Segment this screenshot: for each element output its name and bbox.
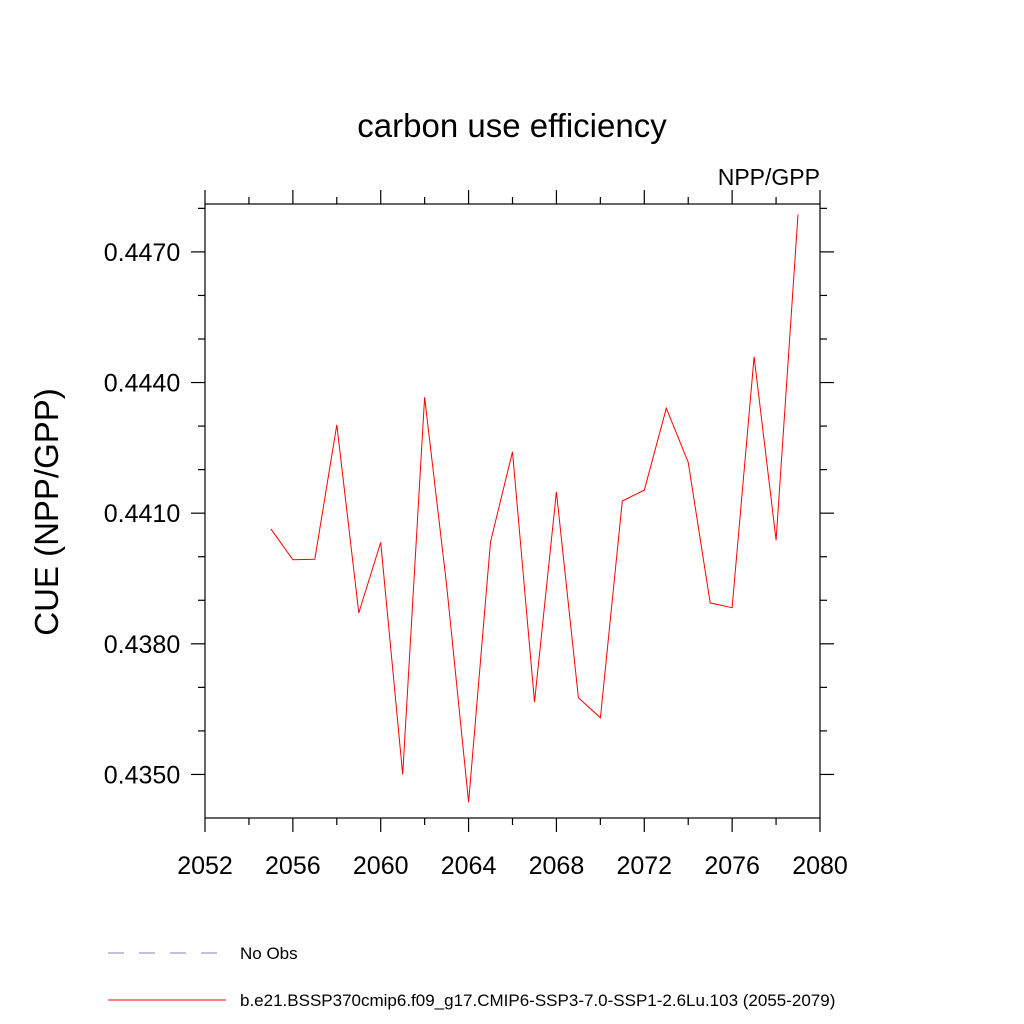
- x-tick-label: 2060: [353, 852, 409, 880]
- x-tick-label: 2076: [704, 852, 760, 880]
- x-tick-label: 2080: [792, 852, 848, 880]
- x-tick-label: 2072: [616, 852, 672, 880]
- legend: No Obs b.e21.BSSP370cmip6.f09_g17.CMIP6-S…: [108, 944, 835, 1010]
- x-tick-label: 2068: [529, 852, 585, 880]
- series-layer: [270, 214, 799, 803]
- x-tick-label: 2064: [441, 852, 497, 880]
- series-line: [270, 214, 799, 803]
- axis-ticks: [191, 190, 834, 832]
- x-tick-label: 2052: [177, 852, 233, 880]
- chart-subtitle: NPP/GPP: [718, 164, 820, 190]
- y-tick-label: 0.4470: [104, 239, 180, 267]
- legend-label: No Obs: [240, 944, 298, 963]
- y-axis-label: CUE (NPP/GPP): [28, 388, 65, 636]
- y-tick-label: 0.4440: [104, 370, 180, 398]
- x-tick-label: 2056: [265, 852, 321, 880]
- chart-title: carbon use efficiency: [357, 107, 667, 144]
- y-tick-label: 0.4380: [104, 631, 180, 659]
- y-tick-label: 0.4350: [104, 761, 180, 789]
- legend-label: b.e21.BSSP370cmip6.f09_g17.CMIP6-SSP3-7.…: [240, 991, 835, 1010]
- axis-tick-labels: 2052 2056 2060 2064 2068 2072 2076 2080 0.4350 0.…: [104, 239, 848, 880]
- plot-frame: [204, 203, 821, 819]
- y-tick-label: 0.4410: [104, 500, 180, 528]
